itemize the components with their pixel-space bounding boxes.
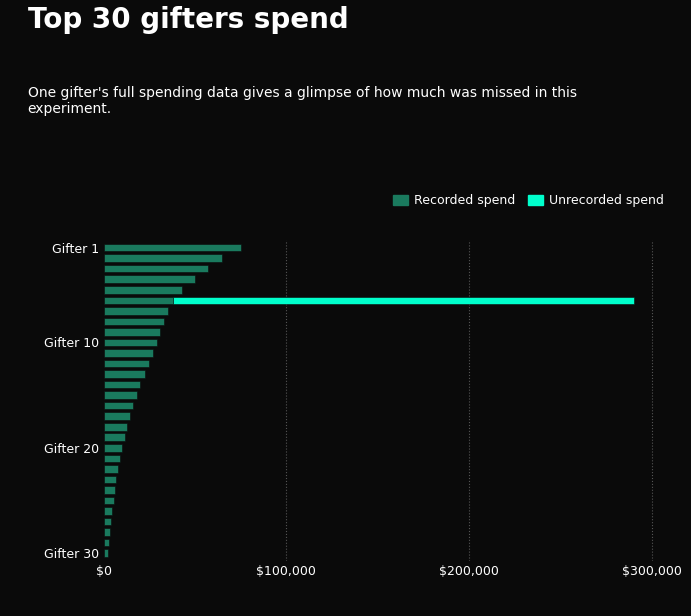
Bar xyxy=(104,244,240,251)
Text: Top 30 gifters spend: Top 30 gifters spend xyxy=(28,6,348,34)
Bar xyxy=(104,296,173,304)
Bar xyxy=(104,444,122,452)
Bar xyxy=(104,391,137,399)
Bar xyxy=(104,423,127,431)
Legend: Recorded spend, Unrecorded spend: Recorded spend, Unrecorded spend xyxy=(393,194,664,207)
Bar xyxy=(104,339,157,346)
Bar xyxy=(104,476,117,483)
Bar xyxy=(104,307,168,315)
Bar xyxy=(104,434,124,441)
Bar xyxy=(104,275,195,283)
Bar xyxy=(104,349,153,357)
Bar xyxy=(104,360,149,367)
Bar xyxy=(104,254,223,262)
Bar xyxy=(104,328,160,336)
Bar xyxy=(104,529,111,536)
Bar xyxy=(104,318,164,325)
Bar xyxy=(104,465,118,472)
Bar xyxy=(104,381,140,389)
Bar xyxy=(104,507,113,515)
Bar xyxy=(104,413,130,420)
Bar xyxy=(104,518,111,525)
Bar xyxy=(104,402,133,410)
Bar xyxy=(104,455,120,462)
Bar xyxy=(104,265,208,272)
Bar xyxy=(173,296,634,304)
Bar xyxy=(104,286,182,294)
Bar xyxy=(104,370,145,378)
Bar xyxy=(104,496,114,505)
Text: One gifter's full spending data gives a glimpse of how much was missed in this
e: One gifter's full spending data gives a … xyxy=(28,86,577,116)
Bar xyxy=(104,539,109,546)
Bar xyxy=(104,549,108,557)
Bar xyxy=(104,486,115,494)
